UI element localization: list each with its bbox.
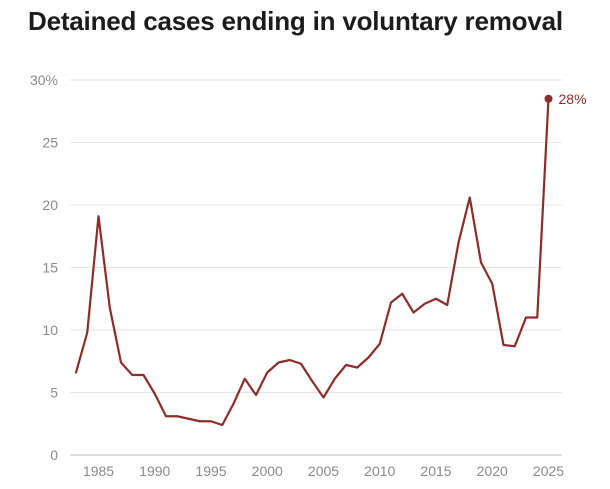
x-tick-label: 2025: [533, 463, 564, 479]
x-tick-label: 1995: [195, 463, 226, 479]
y-tick-label: 15: [42, 260, 58, 276]
x-tick-label: 1985: [83, 463, 114, 479]
end-point-marker: [544, 94, 553, 103]
x-tick-label: 2015: [420, 463, 451, 479]
y-tick-label: 25: [42, 135, 58, 151]
x-tick-label: 2005: [308, 463, 339, 479]
end-value-label: 28%: [559, 91, 587, 107]
y-tick-label: 5: [50, 385, 58, 401]
x-tick-label: 2000: [252, 463, 283, 479]
x-tick-label: 1990: [139, 463, 170, 479]
chart-title: Detained cases ending in voluntary remov…: [28, 6, 563, 36]
x-tick-label: 2010: [364, 463, 395, 479]
y-tick-label: 30%: [30, 72, 58, 88]
y-tick-label: 10: [42, 322, 58, 338]
x-tick-label: 2020: [477, 463, 508, 479]
y-tick-label: 0: [50, 447, 58, 463]
y-tick-label: 20: [42, 197, 58, 213]
series-line: [74, 97, 550, 427]
